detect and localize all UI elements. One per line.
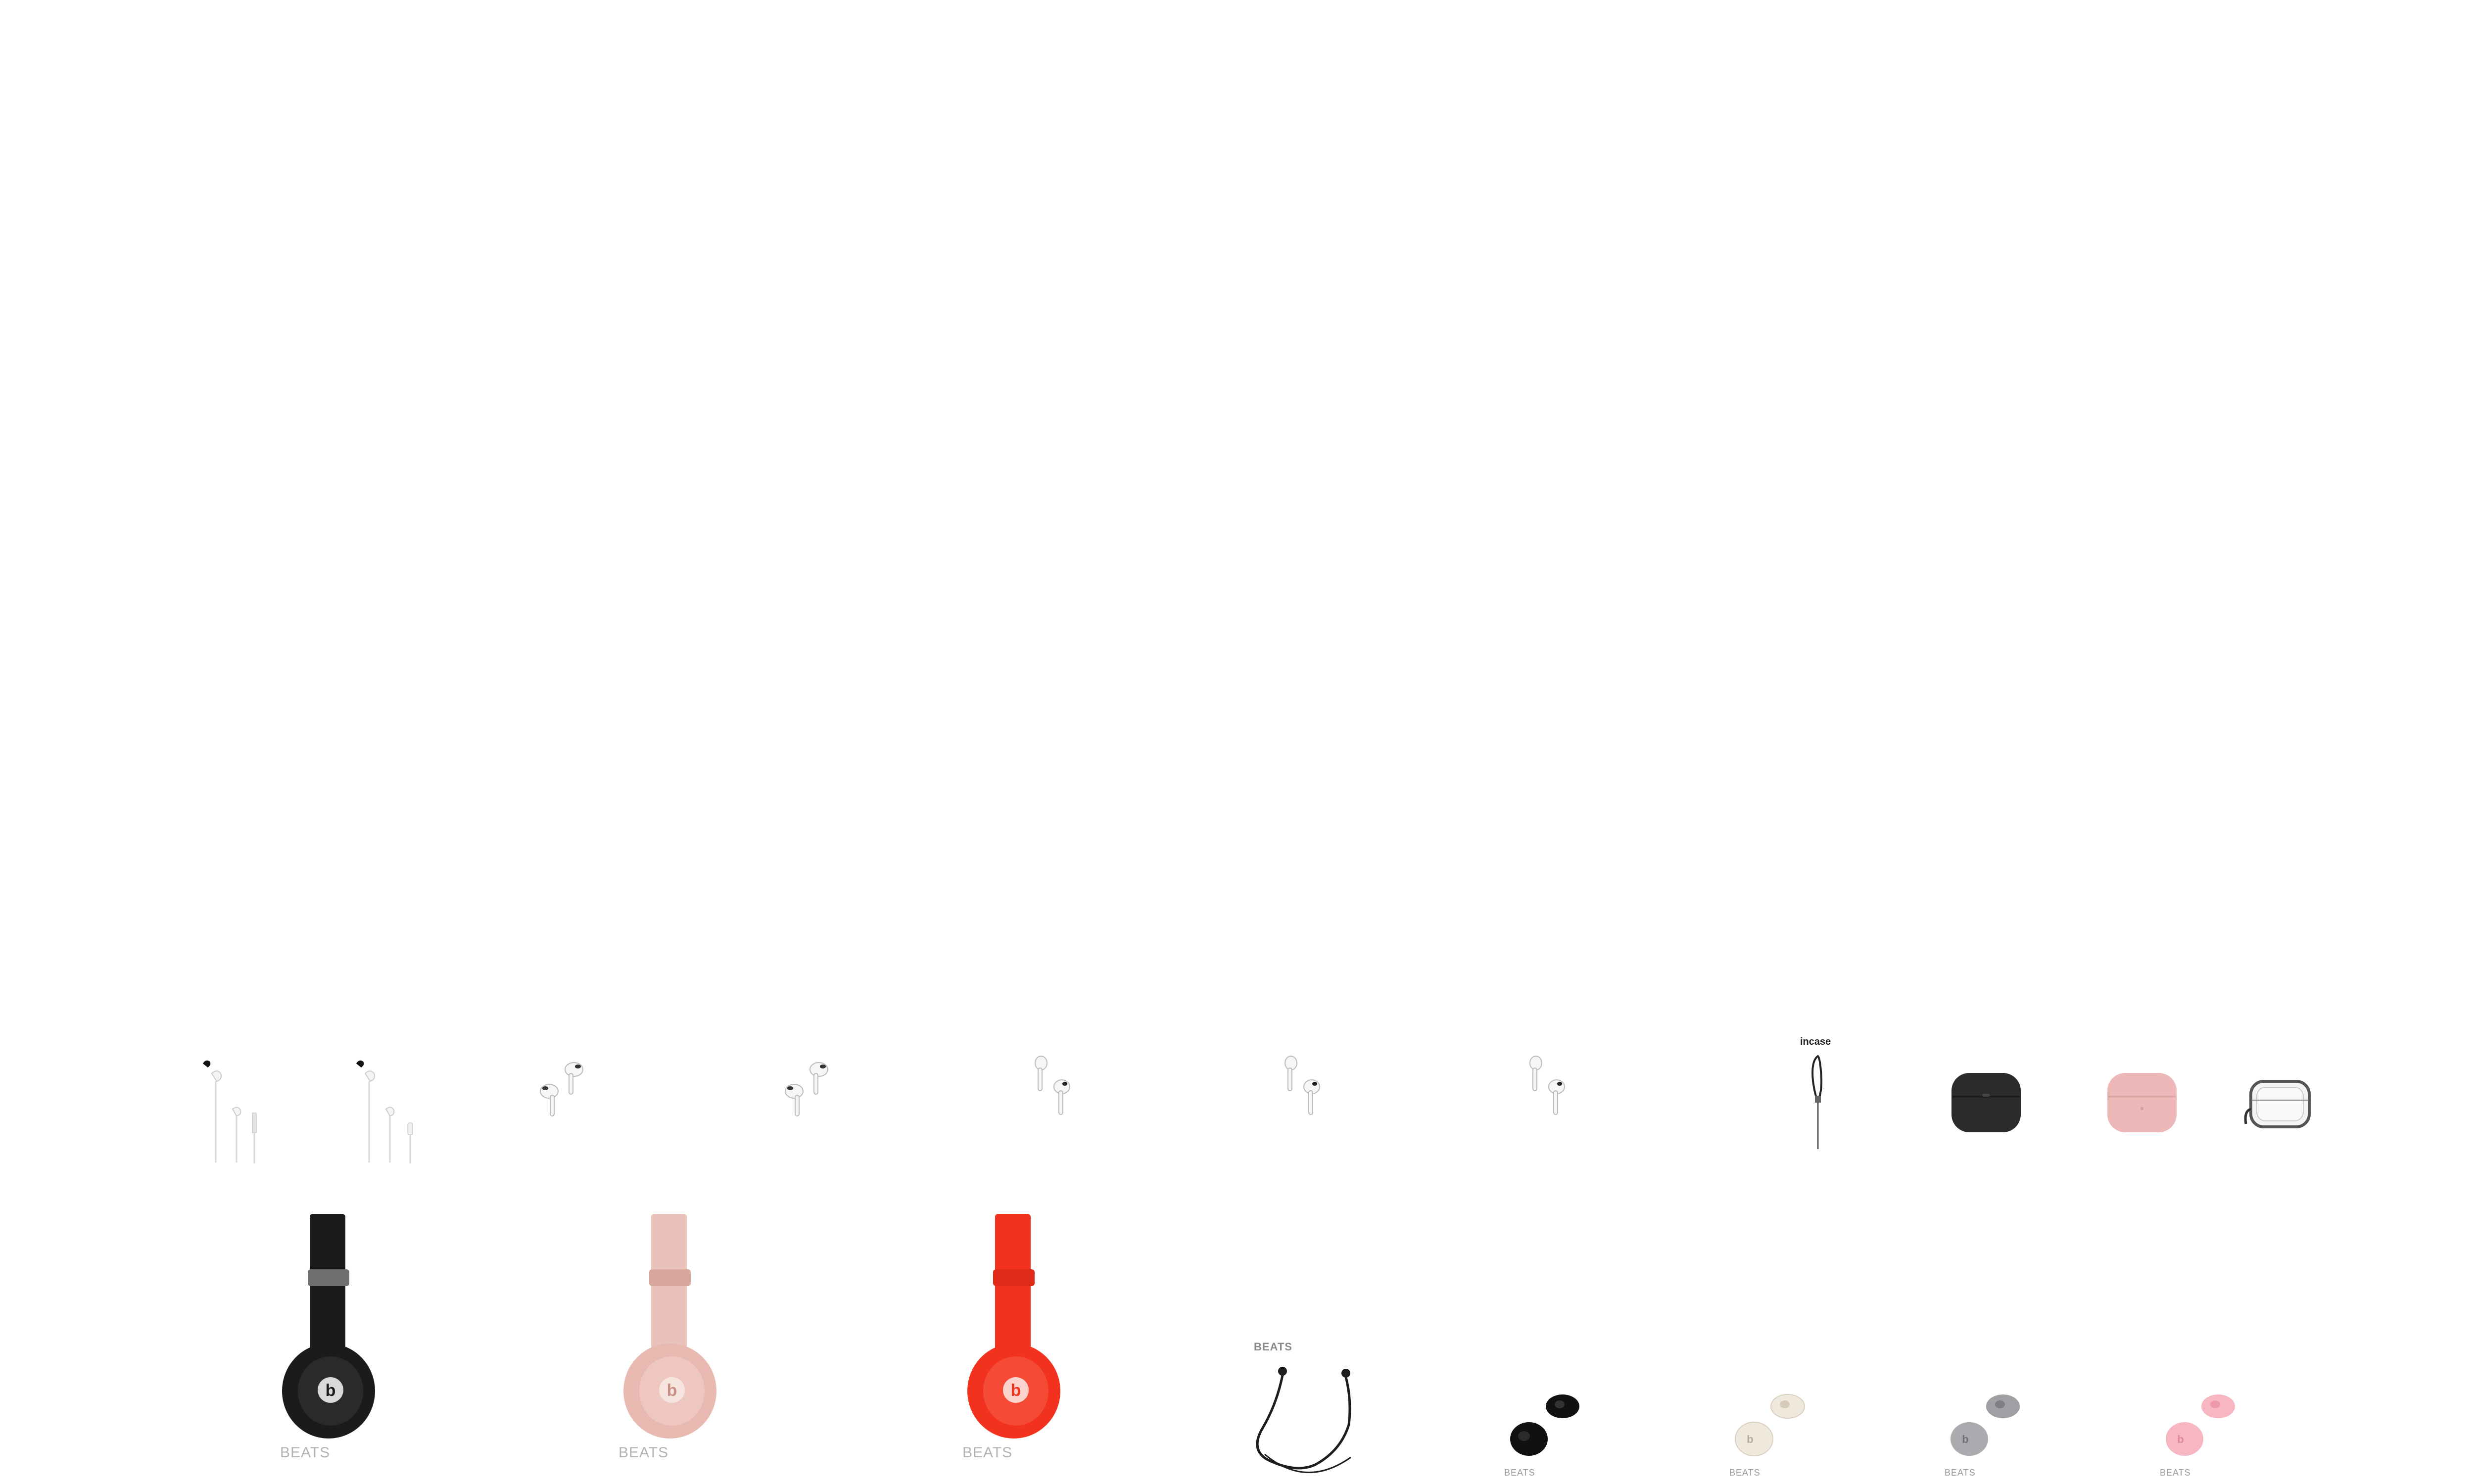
earpods-lightning-image[interactable] (346, 1054, 426, 1167)
earbuds-icon: b (2166, 1394, 2235, 1456)
airpods-case-icon (1951, 1073, 2021, 1132)
earbuds-icon: b (1735, 1394, 1805, 1456)
brand-label: incase (1800, 1036, 1831, 1047)
airpods-case-icon (2244, 1080, 2311, 1128)
case-pink-image[interactable] (2105, 1071, 2180, 1135)
airpods-icon (1035, 1056, 1070, 1115)
airpods-pro-icon (785, 1062, 828, 1116)
earbuds-icon: b (1951, 1394, 2020, 1456)
beats-buds-ivory-image[interactable]: b BEATS (1724, 1392, 1818, 1484)
brand-label: BEATS (618, 1444, 669, 1461)
beats-flex-image[interactable]: BEATS (1247, 1341, 1366, 1484)
airpods-3-alt2-image[interactable] (1524, 1051, 1583, 1125)
svg-text:b: b (667, 1381, 677, 1400)
brand-label: BEATS (2160, 1468, 2191, 1478)
svg-text:b: b (1962, 1433, 1968, 1445)
svg-text:b: b (1747, 1433, 1753, 1445)
earbuds-icon (1510, 1394, 1579, 1456)
case-black-image[interactable] (1950, 1071, 2024, 1135)
beats-buds-gray-image[interactable]: b BEATS (1940, 1392, 2034, 1484)
airpods-pro-icon (540, 1062, 583, 1116)
beats-solo-rose-image[interactable]: b BEATS (618, 1212, 727, 1469)
brand-label: BEATS (1729, 1468, 1760, 1478)
brand-label: BEATS (1254, 1341, 1292, 1353)
earpods-icon (203, 1060, 257, 1163)
beats-buds-black-image[interactable]: BEATS (1499, 1392, 1593, 1484)
airpods-pro-2-alt-image[interactable] (779, 1059, 839, 1123)
earpods-icon (356, 1060, 413, 1163)
case-clear-image[interactable] (2244, 1078, 2313, 1133)
headphones-icon: b (967, 1214, 1060, 1438)
headphones-icon: b (623, 1214, 716, 1438)
airpods-3-image[interactable] (1029, 1051, 1089, 1125)
brand-label: BEATS (1945, 1468, 1976, 1478)
neckband-earphones-icon (1256, 1367, 1351, 1474)
airpods-3-alt-image[interactable] (1279, 1051, 1338, 1125)
airpods-icon (1529, 1056, 1565, 1115)
headphones-icon: b (282, 1214, 375, 1438)
beats-buds-pink-image[interactable]: b BEATS (2155, 1392, 2249, 1484)
svg-text:b: b (2177, 1433, 2184, 1445)
airpods-case-icon (2107, 1073, 2177, 1132)
brand-label: BEATS (280, 1444, 331, 1461)
beats-solo-red-image[interactable]: b BEATS (962, 1212, 1071, 1469)
svg-text:b: b (326, 1381, 336, 1400)
svg-text:b: b (1011, 1381, 1021, 1400)
incase-strap-image[interactable]: incase (1796, 1036, 1836, 1155)
airpods-icon (1285, 1056, 1320, 1115)
brand-label: BEATS (962, 1444, 1013, 1461)
brand-label: BEATS (1504, 1468, 1535, 1478)
earpods-usbc-image[interactable] (193, 1054, 272, 1167)
strap-icon (1811, 1055, 1823, 1149)
airpods-pro-2-image[interactable] (534, 1059, 594, 1123)
beats-solo-black-image[interactable]: b BEATS (277, 1212, 386, 1469)
